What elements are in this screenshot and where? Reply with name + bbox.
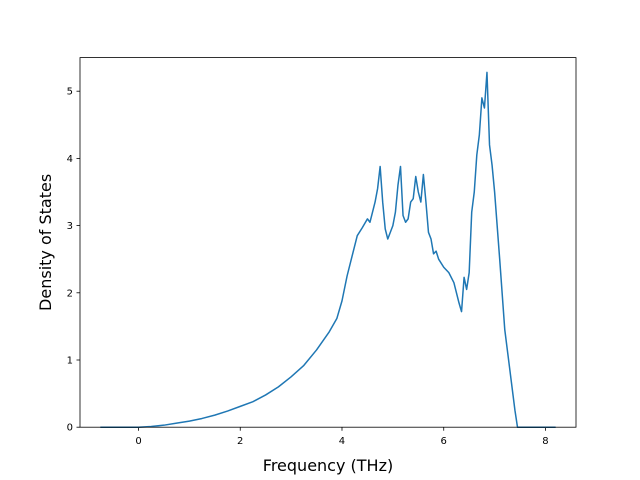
x-tick-label: 4 — [339, 436, 345, 447]
y-tick-label: 4 — [67, 154, 73, 165]
x-tick-label: 6 — [441, 436, 447, 447]
series-line — [100, 71, 556, 428]
x-tick-label: 2 — [237, 436, 243, 447]
y-tick-label: 5 — [67, 87, 73, 98]
x-tick-label: 8 — [542, 436, 548, 447]
y-tick-label: 3 — [67, 221, 73, 232]
y-tick-label: 0 — [67, 423, 73, 434]
plot-frame — [79, 57, 577, 428]
x-tick-label: 0 — [135, 436, 141, 447]
y-axis-label: Density of States — [36, 174, 55, 311]
tick-group: 0 2 4 6 8 0 1 2 3 4 5 — [67, 87, 549, 448]
x-axis-label: Frequency (THz) — [263, 456, 393, 475]
y-tick-label: 2 — [67, 288, 73, 299]
y-tick-label: 1 — [67, 356, 73, 367]
